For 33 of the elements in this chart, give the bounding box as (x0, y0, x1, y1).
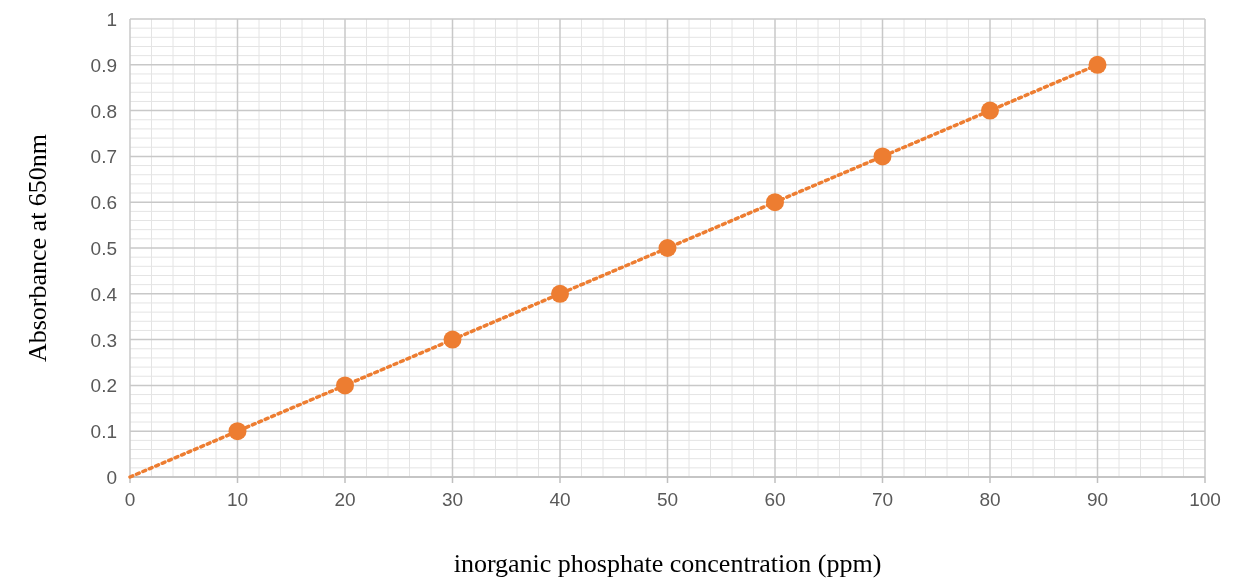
x-tick-label: 90 (1086, 489, 1109, 510)
x-tick-label: 0 (124, 489, 136, 510)
x-tick-label: 70 (871, 489, 894, 510)
y-tick-label: 0.3 (90, 329, 117, 351)
point (228, 422, 247, 441)
point (873, 147, 892, 166)
point (981, 101, 999, 120)
point (336, 376, 354, 395)
y-tick-label: 0.4 (90, 283, 118, 305)
y-tick-label: 0.1 (90, 421, 117, 443)
x-tick-label: 50 (656, 489, 679, 510)
y-tick-label: 0.8 (90, 100, 117, 122)
x-tick-label: 10 (226, 489, 249, 510)
y-tick-label: 1 (106, 9, 117, 30)
point (766, 193, 784, 212)
point (551, 284, 569, 303)
x-axis-title: inorganic phosphate concentration (ppm) (453, 549, 882, 578)
point (658, 239, 677, 257)
y-tick-label: 0.2 (90, 375, 117, 397)
x-tick-label: 100 (1189, 489, 1221, 510)
y-tick-label: 0.7 (90, 146, 117, 168)
point (443, 330, 462, 349)
y-tick-label: 0.5 (90, 238, 117, 259)
y-tick-label: 0.6 (90, 192, 117, 214)
y-axis-title: Absorbance at 650nm (23, 133, 52, 363)
x-tick-label: 20 (334, 489, 356, 510)
point (1088, 55, 1107, 74)
x-tick-label: 30 (441, 489, 464, 510)
y-tick-label: 0 (106, 467, 117, 488)
x-tick-label: 60 (764, 489, 786, 510)
x-tick-label: 40 (549, 489, 571, 510)
x-tick-label: 80 (979, 489, 1001, 510)
y-tick-label: 0.9 (90, 54, 117, 76)
